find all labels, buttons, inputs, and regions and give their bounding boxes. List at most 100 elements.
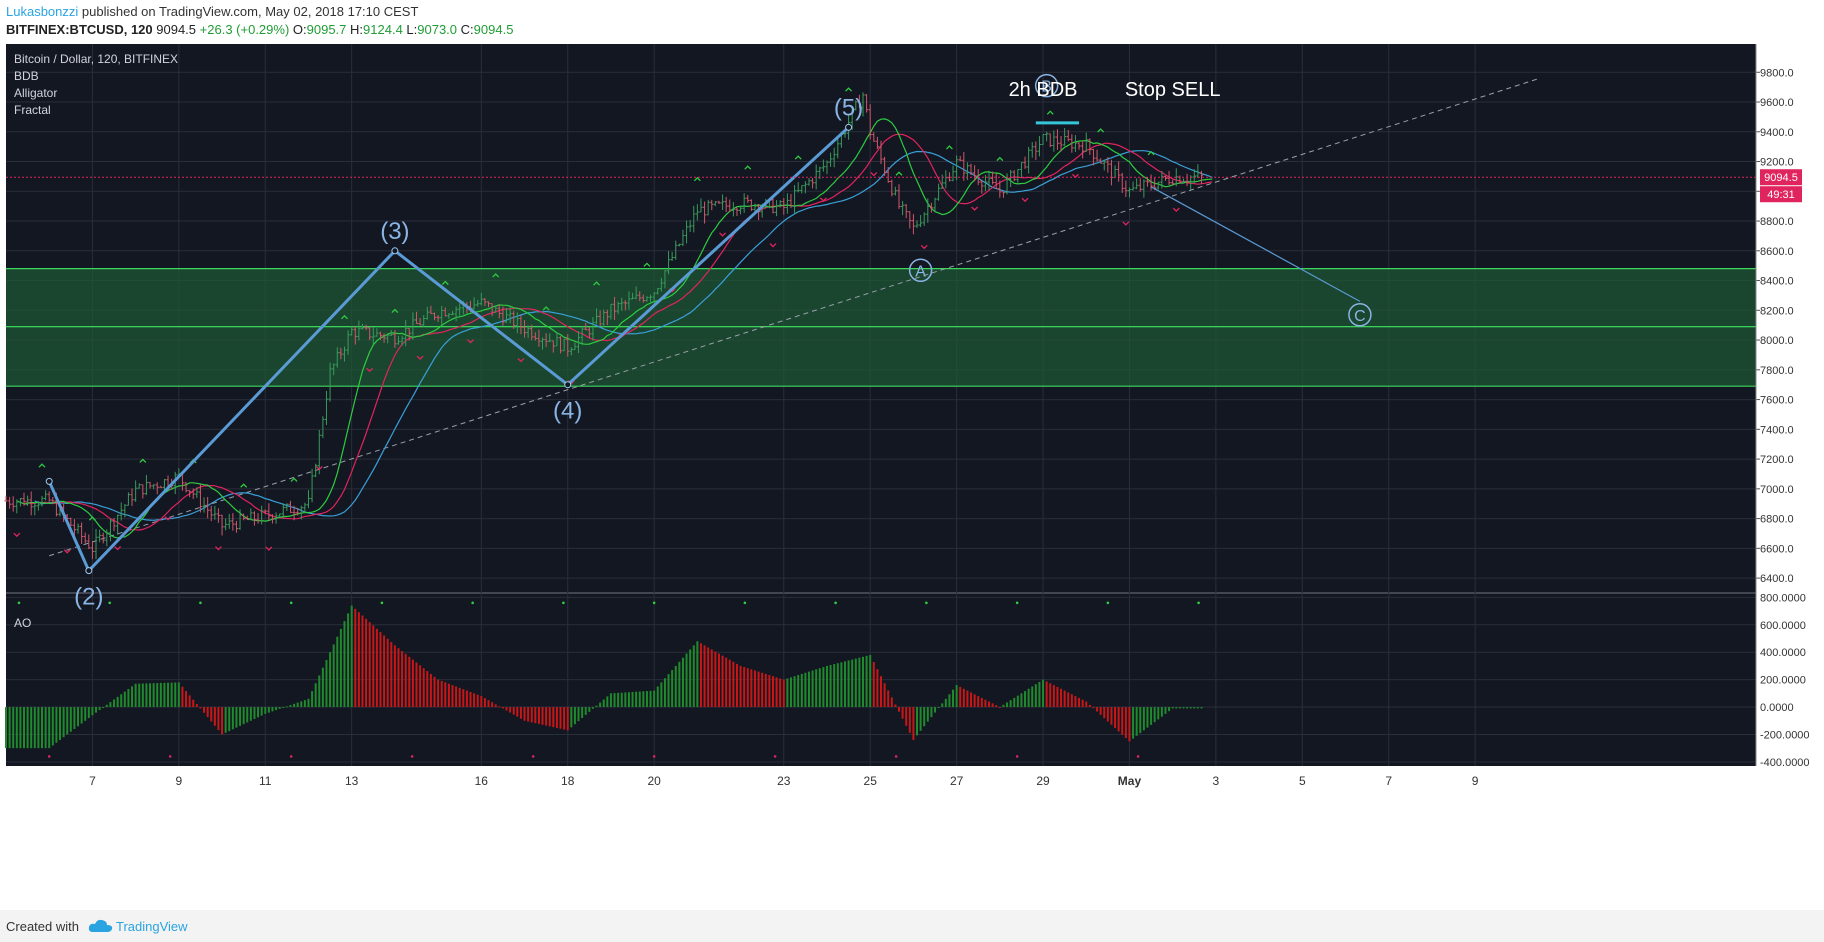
ao-dot-down [773,755,777,758]
ao-bar [365,618,368,708]
ao-bar [127,688,130,708]
ao-bar [51,707,54,746]
tradingview-link[interactable]: TradingView [116,919,188,934]
ao-bar [91,707,94,716]
fractal-up [341,314,348,320]
ao-bar [494,704,497,708]
fractal-down [1172,207,1180,213]
ao-bar [372,625,375,708]
ao-axis[interactable]: 800.0000 600.0000 400.0000 200.0000 0.0000 -2… [1760,592,1810,769]
ao-bar [768,675,771,708]
ao-dot-down [894,755,898,758]
ao-bar [678,661,681,708]
fractal-up [441,280,449,286]
ao-bar [1002,704,1005,708]
chart-canvas[interactable]: (2) (3) (4) (5) A B C 2h BDB Stop SELL 6400.0 66… [0,44,1824,910]
ao-bar [44,707,47,749]
fractal-up [542,306,550,311]
ao-bar [966,690,969,708]
ao-bar [843,661,846,708]
ao-bar [278,707,281,709]
ao-bar [952,689,955,708]
elliott-wave [45,123,1361,575]
wave-label: (4) [553,398,582,425]
ao-bar [696,641,699,708]
ao-bar [854,658,857,708]
time-axis[interactable]: 7 9 11 13 16 18 20 23 25 27 29 May 3 5 7 9 [89,774,1479,788]
fractal-down [920,244,928,250]
price-axis[interactable]: 6400.0 6600.0 6800.0 7000.0 7200.0 7400.0 7600… [1755,44,1794,766]
ao-bar [822,667,825,708]
countdown-tag-bg [1760,186,1802,203]
ao-bar [591,707,594,709]
ao-bar [195,704,198,708]
ao-bar [1124,707,1127,739]
x-tick-label: 18 [561,774,575,788]
ao-bar [419,665,422,708]
chart-background [6,44,1756,766]
wave-label-circle [1348,303,1372,327]
fractal-down [114,546,122,551]
ao-bar [455,686,458,708]
ao-dot-up [471,601,474,605]
author-link[interactable]: Lukasbonzzi [6,4,79,19]
ao-bar [833,664,836,708]
ao-bar [1189,707,1192,709]
ao-bar [33,707,36,749]
last-price: 9094.5 [156,22,197,37]
ao-bar [811,670,814,708]
ao-bar [624,692,627,708]
ao-tick-label: 0.0000 [1760,702,1794,714]
ao-bar [433,676,436,708]
ao-bar [185,691,188,708]
ao-bar [869,654,872,708]
wave-label: B [1041,79,1052,96]
ao-bar [815,669,818,708]
ao-bar [872,662,875,708]
x-tick-label: 25 [864,774,878,788]
ao-bar [257,707,260,718]
y-tick-label: 8400.0 [1760,276,1794,288]
ao-bar [534,707,537,724]
ao-bar [901,707,904,719]
price-zones [6,268,1756,387]
ao-bar [779,678,782,708]
wave-label-circle [908,258,933,283]
ao-bar [880,676,882,708]
fractal-up [240,483,248,488]
y-tick-label: 9400.0 [1760,127,1794,139]
ao-bar [1074,696,1077,708]
ao-dot-down [47,755,51,758]
ao-bar [404,653,407,708]
ao-bar [476,694,479,708]
fractal-up [1097,128,1105,133]
ao-bar [174,682,177,708]
wave-labels: (2) (3) (4) (5) A B C [74,73,1372,611]
ao-bar [570,707,573,728]
symbol-name: BITFINEX:BTCUSD, 120 [6,22,153,37]
ao-bar [1175,707,1178,709]
fractal-up [1147,150,1155,156]
candles [4,92,1204,560]
ao-bar [30,707,33,749]
ao-bar [836,663,839,708]
ao-bar [941,703,944,708]
fractal-down [517,357,525,363]
ao-bar [95,707,98,713]
ao-bar [1193,707,1196,709]
ao-bar [926,707,929,722]
ao-bar [1042,679,1045,708]
ao-bar [1114,707,1117,729]
fractal-up [794,155,802,160]
ao-bar [728,659,731,708]
ao-bar [1049,683,1052,708]
ao-bar [411,659,414,708]
ao-bar [656,686,659,708]
legend-bdb: BDB [14,69,39,83]
ao-bar [660,682,663,708]
wave-label: A [915,263,926,280]
x-tick-label: 7 [1385,774,1392,788]
ao-bar [408,656,411,708]
ao-bar [437,679,440,708]
ao-bar [757,671,760,708]
